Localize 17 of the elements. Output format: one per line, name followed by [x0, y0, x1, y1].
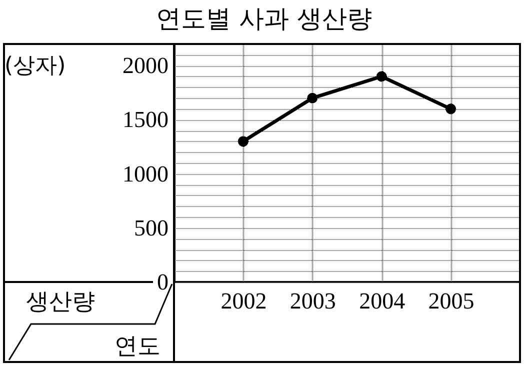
- y-tick-label: 2000: [122, 53, 168, 78]
- y-tick-label: 1500: [122, 107, 168, 132]
- y-tick-label: 500: [134, 215, 168, 240]
- y-axis-title: (상자): [4, 54, 66, 78]
- point: [376, 71, 387, 82]
- point: [307, 92, 318, 104]
- point: [446, 104, 456, 114]
- x-tick-label: 2005: [428, 288, 474, 314]
- x-tick-label: 2002: [220, 288, 267, 314]
- point: [238, 136, 248, 147]
- text: 생산량: [26, 288, 95, 317]
- x-tick-label: 2004: [359, 288, 406, 314]
- x-axis-title: 연도: [114, 334, 160, 360]
- y-tick-label: 0: [157, 270, 168, 294]
- chart-title: 연도별 사과 생산량: [155, 3, 373, 35]
- y-tick-label: 1000: [122, 161, 168, 186]
- x-tick-label: 2003: [290, 288, 336, 314]
